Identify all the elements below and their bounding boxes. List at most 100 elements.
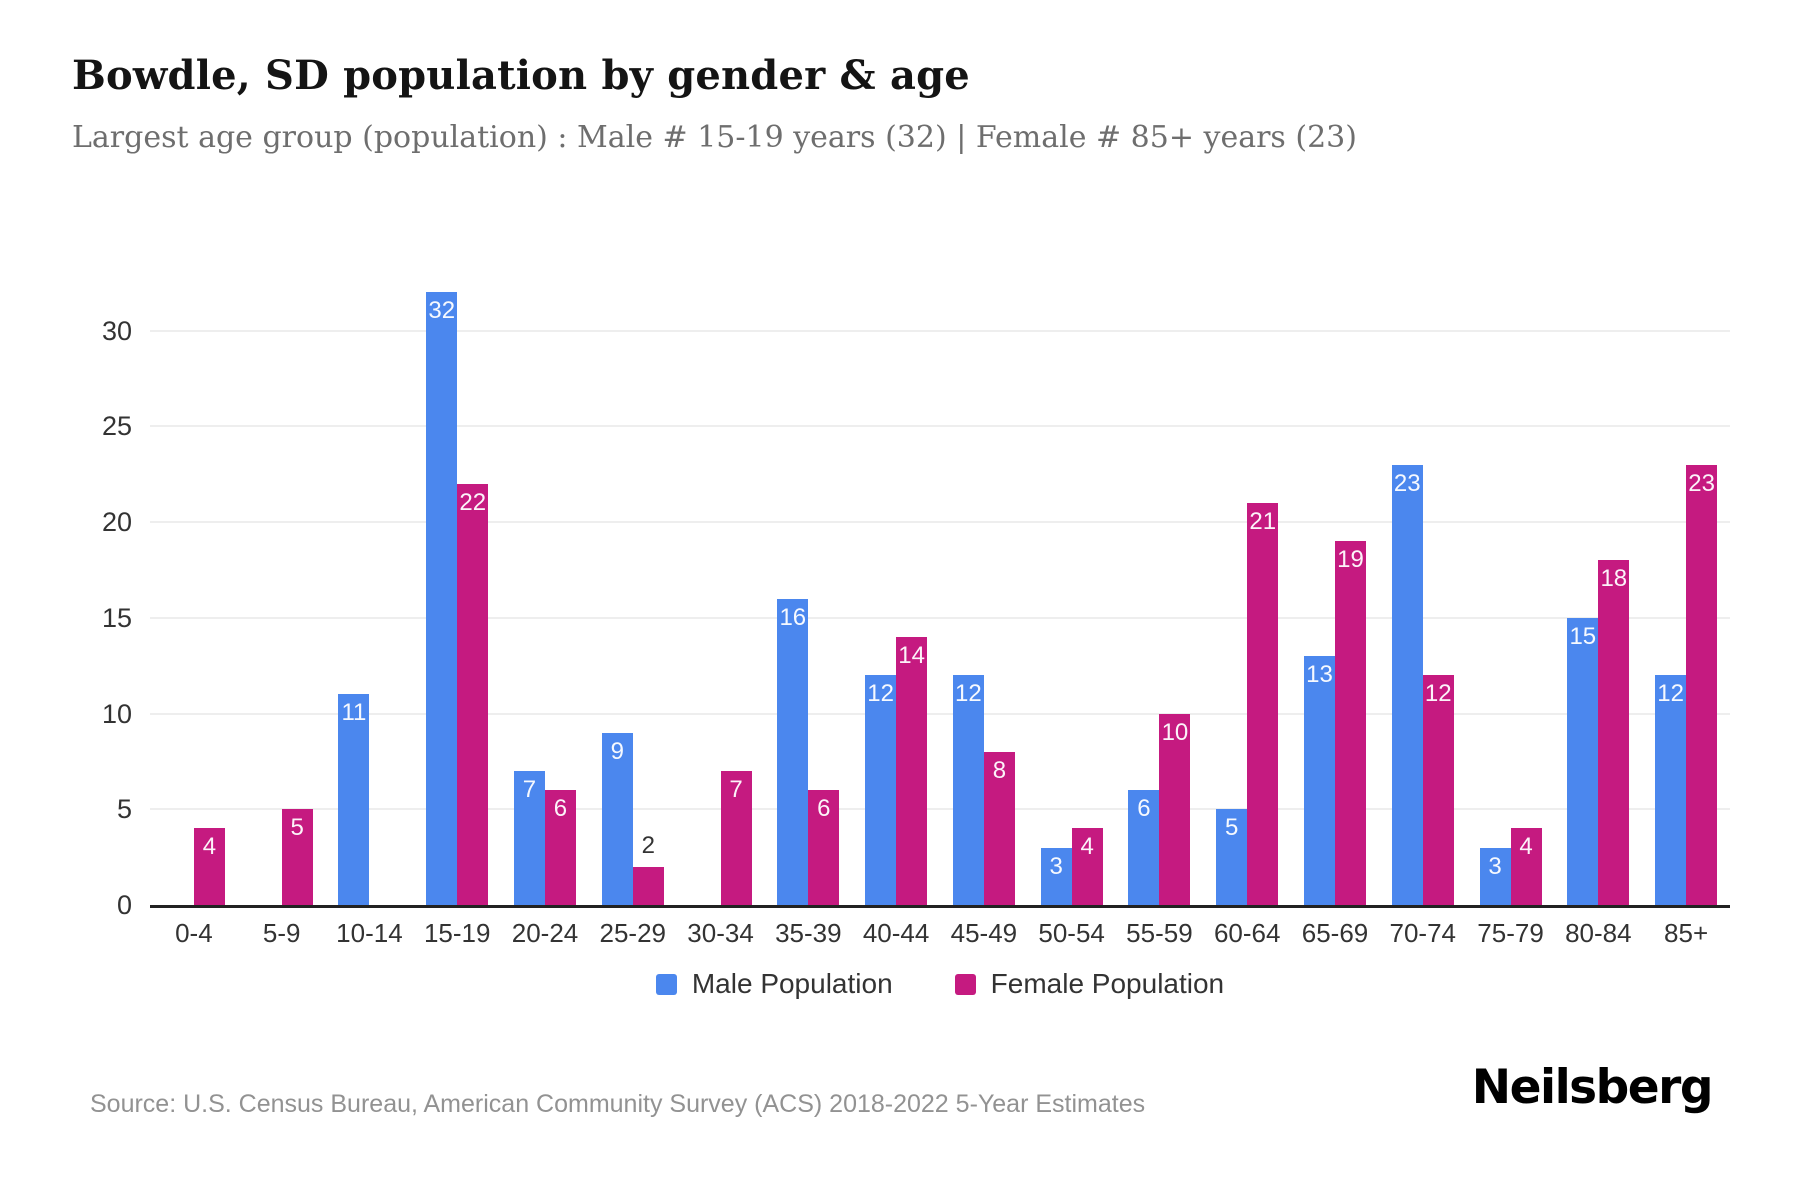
gridline — [150, 425, 1730, 428]
x-tick-label-5-9: 5-9 — [262, 918, 301, 948]
x-tick-label-85+: 85+ — [1664, 918, 1709, 948]
bar-female-50-54[interactable]: 4 — [1071, 828, 1103, 905]
y-tick-label: 0 — [116, 890, 132, 920]
bar-group-85+: 12 23 — [1642, 250, 1730, 905]
bar-male-50-54[interactable]: 3 — [1040, 847, 1072, 905]
bar-value-label: 10 — [1161, 718, 1189, 746]
bar-female-60-64[interactable]: 21 — [1247, 502, 1279, 905]
bar-value-label: 6 — [1137, 795, 1151, 823]
bar-group-35-39: 16 6 — [764, 250, 852, 905]
bar-male-70-74[interactable]: 23 — [1391, 464, 1423, 905]
bar-male-45-49[interactable]: 12 — [952, 675, 984, 905]
chart-subtitle: Largest age group (population) : Male # … — [72, 120, 1357, 155]
bar-female-0-4[interactable]: 4 — [193, 828, 225, 905]
x-tick-label-0-4: 0-4 — [175, 918, 213, 948]
bar-value-label: 15 — [1569, 622, 1597, 650]
bar-value-label: 12 — [1657, 680, 1684, 708]
legend-swatch-male-icon — [655, 973, 677, 995]
chart-title: Bowdle, SD population by gender & age — [72, 52, 970, 99]
bar-value-label: 6 — [553, 795, 568, 823]
x-tick-label-70-74: 70-74 — [1389, 918, 1457, 948]
bar-group-60-64: 5 21 — [1203, 250, 1291, 905]
plot-area: 4 5 11 32 22 7 6 9 2 7 16 6 12 14 12 8 3 4 6 10 5 21 13 19 23 12 3… — [150, 250, 1730, 908]
bar-female-75-79[interactable]: 4 — [1510, 828, 1542, 905]
x-tick-label-15-19: 15-19 — [423, 918, 491, 948]
bar-female-55-59[interactable]: 10 — [1159, 713, 1191, 905]
y-tick-label: 10 — [101, 698, 132, 729]
bar-value-label: 23 — [1393, 469, 1421, 497]
y-tick-label: 30 — [101, 315, 132, 346]
y-tick-label: 5 — [116, 794, 132, 825]
bar-male-55-59[interactable]: 6 — [1128, 790, 1160, 905]
bar-value-label: 3 — [1049, 852, 1063, 880]
bar-group-10-14: 11 — [326, 250, 414, 905]
bar-value-label: 5 — [290, 814, 304, 842]
bar-value-label: 19 — [1337, 546, 1364, 574]
bar-male-80-84[interactable]: 15 — [1567, 617, 1599, 905]
gridline — [150, 521, 1730, 523]
bar-value-label: 14 — [898, 641, 925, 669]
bar-female-45-49[interactable]: 8 — [983, 751, 1015, 905]
bar-value-label: 2 — [641, 831, 655, 859]
bar-value-label: 6 — [817, 795, 831, 823]
bar-value-label: 23 — [1688, 469, 1715, 497]
legend-item-female[interactable]: Female Population — [954, 968, 1224, 1000]
bar-female-5-9[interactable]: 5 — [281, 809, 313, 905]
bar-male-10-14[interactable]: 11 — [338, 694, 370, 905]
bar-female-30-34[interactable]: 7 — [720, 770, 752, 905]
bar-female-65-69[interactable]: 19 — [1334, 541, 1366, 905]
gridline — [150, 712, 1730, 715]
bar-value-label: 21 — [1249, 507, 1277, 535]
bar-group-15-19: 32 22 — [413, 250, 501, 905]
bar-value-label: 13 — [1306, 661, 1333, 689]
bar-value-label: 11 — [341, 699, 367, 727]
legend-label-male: Male Population — [691, 968, 893, 999]
bar-female-40-44[interactable]: 14 — [896, 636, 928, 905]
bar-group-5-9: 5 — [238, 250, 326, 905]
x-tick-label-60-64: 60-64 — [1213, 918, 1281, 948]
bar-value-label: 4 — [202, 833, 217, 861]
x-tick-label-30-34: 30-34 — [687, 918, 754, 948]
bar-value-label: 7 — [522, 775, 537, 803]
bar-male-60-64[interactable]: 5 — [1216, 809, 1248, 905]
bar-group-55-59: 6 10 — [1116, 250, 1204, 905]
bar-female-35-39[interactable]: 6 — [808, 790, 840, 905]
x-tick-label-40-44: 40-44 — [862, 918, 930, 948]
bar-male-15-19[interactable]: 32 — [426, 292, 458, 905]
x-tick-label-25-29: 25-29 — [599, 918, 667, 948]
y-tick-label: 20 — [101, 507, 132, 537]
chart-legend: Male Population Female Population — [150, 968, 1730, 1000]
bar-female-15-19[interactable]: 22 — [457, 483, 489, 905]
legend-swatch-female-icon — [954, 973, 976, 995]
y-tick-label: 25 — [101, 411, 132, 442]
bar-female-70-74[interactable]: 12 — [1422, 675, 1454, 905]
bar-male-85+[interactable]: 12 — [1655, 675, 1687, 905]
bar-male-25-29[interactable]: 9 — [601, 732, 633, 905]
x-tick-label-55-59: 55-59 — [1126, 918, 1193, 948]
bar-male-65-69[interactable]: 13 — [1303, 656, 1335, 905]
y-tick-label: 15 — [101, 602, 132, 633]
bar-male-35-39[interactable]: 16 — [777, 598, 809, 905]
bar-male-20-24[interactable]: 7 — [513, 770, 545, 905]
x-tick-label-35-39: 35-39 — [775, 918, 842, 948]
bar-male-40-44[interactable]: 12 — [865, 675, 897, 905]
bar-female-20-24[interactable]: 6 — [544, 790, 576, 905]
x-tick-label-20-24: 20-24 — [511, 918, 579, 948]
x-tick-label-80-84: 80-84 — [1565, 918, 1632, 948]
bar-group-80-84: 15 18 — [1554, 250, 1642, 905]
bar-female-85+[interactable]: 23 — [1686, 464, 1718, 905]
x-tick-label-45-49: 45-49 — [950, 918, 1018, 948]
bar-female-80-84[interactable]: 18 — [1598, 560, 1630, 905]
bar-group-30-34: 7 — [677, 250, 765, 905]
legend-item-male[interactable]: Male Population — [655, 968, 893, 1000]
bar-value-label: 18 — [1600, 565, 1628, 593]
bar-value-label: 16 — [779, 603, 807, 631]
bar-female-25-29[interactable]: 2 — [632, 832, 664, 905]
bar-value-label: 32 — [428, 297, 456, 325]
bar-male-75-79[interactable]: 3 — [1479, 847, 1511, 905]
x-tick-label-10-14: 10-14 — [336, 918, 403, 948]
